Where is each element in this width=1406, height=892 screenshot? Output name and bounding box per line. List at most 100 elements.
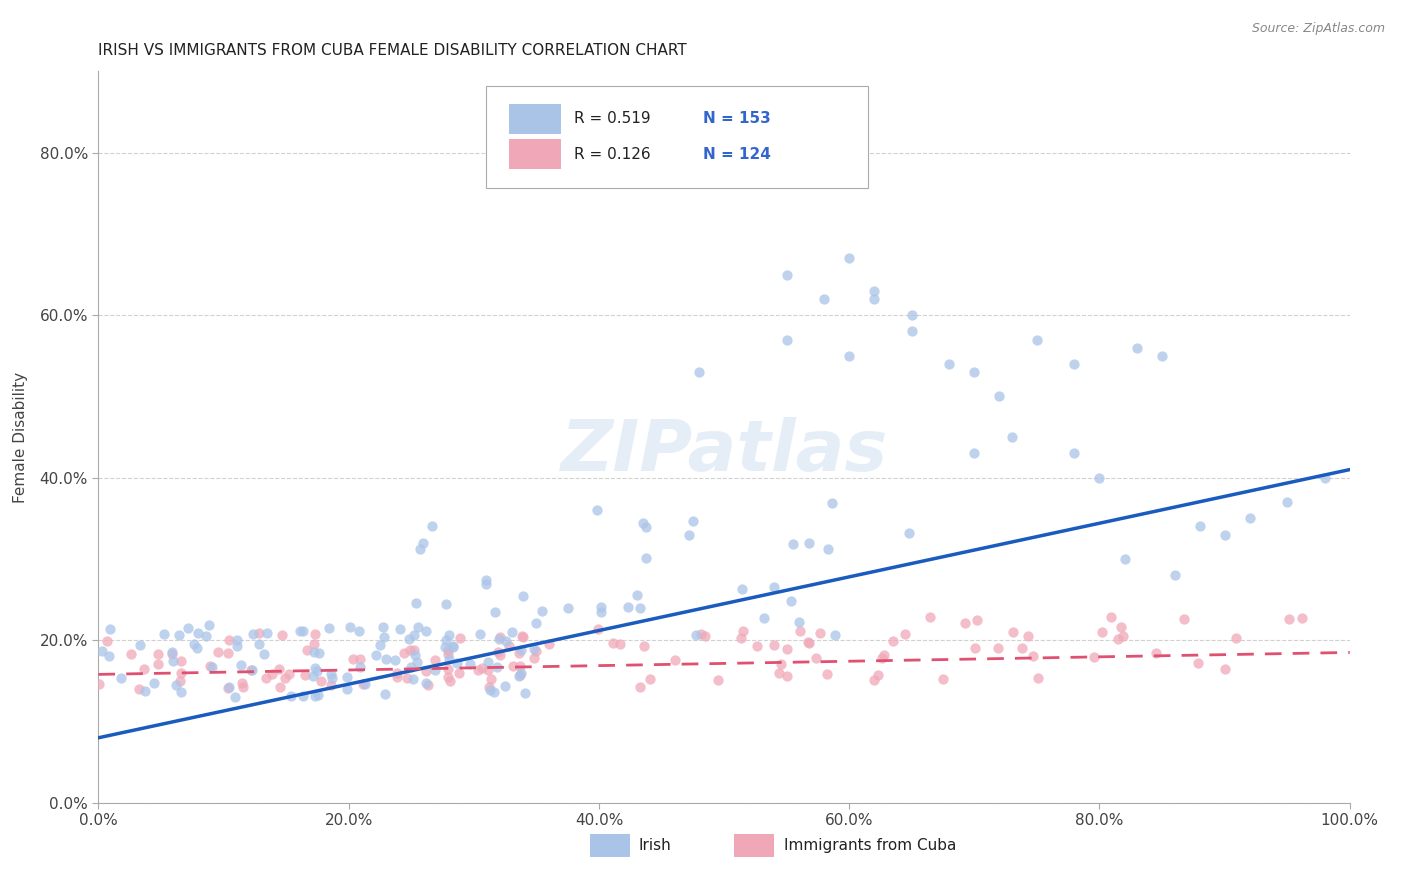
Point — [302, 645, 325, 659]
Point — [399, 660, 422, 674]
Text: N = 153: N = 153 — [703, 112, 770, 127]
Point — [385, 666, 408, 681]
Point — [132, 662, 155, 676]
Point — [1278, 612, 1301, 626]
Point — [509, 642, 531, 657]
Point — [524, 615, 547, 630]
Point — [170, 666, 193, 681]
Point — [512, 589, 534, 603]
Point — [498, 639, 520, 653]
Point — [194, 629, 217, 643]
Point — [799, 635, 821, 649]
Point — [354, 677, 377, 691]
Point — [420, 519, 443, 533]
Point — [477, 663, 499, 677]
Point — [1026, 333, 1049, 347]
Point — [373, 630, 395, 644]
Point — [349, 659, 371, 673]
Point — [769, 657, 792, 672]
Point — [368, 638, 391, 652]
Point — [405, 596, 427, 610]
Point — [404, 648, 426, 662]
Point — [467, 663, 489, 677]
Point — [398, 632, 420, 647]
Point — [1291, 611, 1313, 625]
Point — [523, 642, 546, 657]
Point — [253, 648, 276, 662]
FancyBboxPatch shape — [509, 103, 561, 135]
Point — [502, 658, 524, 673]
Point — [787, 615, 810, 629]
Point — [271, 628, 294, 642]
Text: Irish: Irish — [638, 838, 672, 853]
Point — [387, 670, 409, 684]
Point — [1063, 357, 1085, 371]
Point — [437, 670, 460, 684]
Point — [384, 652, 406, 666]
Point — [754, 611, 776, 625]
Text: Immigrants from Cuba: Immigrants from Cuba — [785, 838, 956, 853]
Point — [863, 284, 886, 298]
Point — [731, 582, 754, 597]
Point — [1173, 612, 1195, 626]
Point — [401, 672, 423, 686]
Point — [437, 662, 460, 676]
Point — [638, 673, 661, 687]
Point — [294, 668, 316, 682]
Point — [664, 653, 686, 667]
Point — [229, 657, 252, 672]
Point — [242, 663, 264, 677]
Point — [239, 663, 262, 677]
Point — [146, 647, 169, 661]
Point — [321, 667, 343, 681]
Point — [510, 629, 533, 643]
Point — [418, 678, 440, 692]
Point — [776, 268, 799, 282]
Point — [1188, 519, 1211, 533]
Point — [873, 648, 896, 663]
Point — [170, 685, 193, 699]
Point — [436, 642, 458, 657]
Point — [531, 604, 554, 618]
Point — [449, 665, 471, 680]
Point — [395, 671, 418, 685]
Point — [628, 680, 651, 694]
Point — [374, 687, 396, 701]
Point — [162, 654, 184, 668]
Point — [217, 681, 239, 695]
Point — [488, 632, 510, 646]
Point — [87, 677, 110, 691]
Point — [446, 656, 468, 670]
Point — [636, 520, 658, 534]
Point — [508, 646, 530, 660]
Point — [280, 689, 302, 703]
Point — [449, 631, 471, 645]
Point — [1088, 471, 1111, 485]
Point — [162, 648, 184, 662]
Point — [475, 573, 498, 587]
Point — [304, 637, 326, 651]
Point — [1144, 646, 1167, 660]
Point — [91, 644, 114, 658]
Point — [900, 325, 922, 339]
Point — [685, 628, 707, 642]
Point — [824, 628, 846, 642]
Point — [486, 660, 509, 674]
Point — [349, 624, 371, 638]
Point — [586, 502, 609, 516]
Point — [374, 652, 396, 666]
Point — [142, 675, 165, 690]
Point — [730, 631, 752, 645]
Point — [776, 668, 799, 682]
Point — [1091, 624, 1114, 639]
Point — [148, 657, 170, 671]
Point — [806, 651, 828, 665]
Point — [321, 671, 343, 685]
Point — [439, 673, 461, 688]
Point — [98, 648, 121, 663]
Point — [731, 624, 754, 639]
Text: R = 0.126: R = 0.126 — [574, 146, 651, 161]
Point — [434, 633, 457, 648]
Point — [470, 627, 492, 641]
Point — [434, 597, 457, 611]
